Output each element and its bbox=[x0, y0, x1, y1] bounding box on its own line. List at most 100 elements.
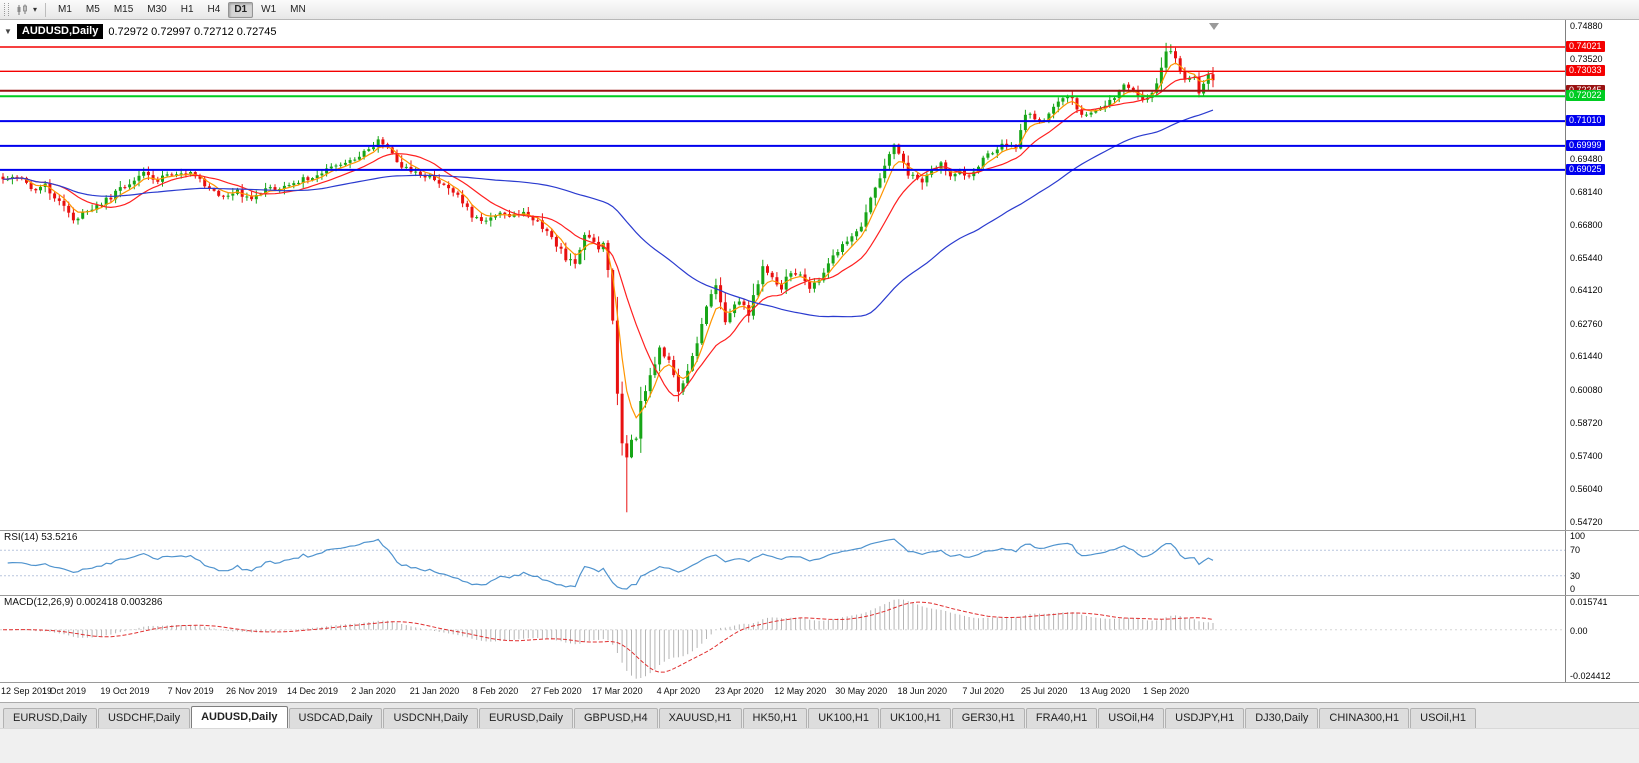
time-axis-label: 23 Apr 2020 bbox=[715, 686, 764, 696]
pane-separator[interactable] bbox=[0, 682, 1639, 683]
macd-axis[interactable]: 0.015741 0.00 -0.024412 bbox=[1565, 596, 1639, 682]
timeframe-button-m30[interactable]: M30 bbox=[147, 3, 167, 15]
status-strip bbox=[0, 728, 1639, 763]
time-axis-label: 26 Nov 2019 bbox=[226, 686, 278, 696]
price-level-label: 0.71010 bbox=[1566, 115, 1605, 126]
time-axis-label: 25 Jul 2020 bbox=[1020, 686, 1068, 696]
time-axis-label: 12 Sep 2019 bbox=[1, 686, 53, 696]
time-axis-label: 14 Dec 2019 bbox=[287, 686, 339, 696]
rsi-pane[interactable]: RSI(14) 53.5216 bbox=[0, 531, 1565, 595]
price-axis-tick: 0.60080 bbox=[1570, 385, 1603, 395]
chart-tabs-bar: EURUSD,Daily USDCHF,Daily AUDUSD,Daily USDC… bbox=[0, 702, 1639, 728]
chart-tab[interactable]: AUDUSD,Daily bbox=[191, 706, 288, 728]
price-axis-tick: 0.65440 bbox=[1570, 253, 1603, 263]
price-axis-tick: 0.73520 bbox=[1570, 54, 1603, 64]
chart-tab[interactable]: USDCAD,Daily bbox=[288, 708, 383, 728]
chart-tab[interactable]: XAUUSD,H1 bbox=[658, 708, 742, 728]
time-axis-label: 12 May 2020 bbox=[774, 686, 827, 696]
rsi-axis-tick: 30 bbox=[1570, 571, 1581, 581]
price-axis-tick: 0.64120 bbox=[1570, 285, 1603, 295]
chart-tab[interactable]: GER30,H1 bbox=[951, 708, 1025, 728]
time-axis-label: 30 May 2020 bbox=[835, 686, 888, 696]
chart-tab[interactable]: UK100,H1 bbox=[808, 708, 879, 728]
price-axis-tick: 0.68140 bbox=[1570, 187, 1603, 197]
time-axis-label: 18 Jun 2020 bbox=[897, 686, 948, 696]
price-axis-tick: 0.57400 bbox=[1570, 451, 1603, 461]
time-axis-label: 19 Oct 2019 bbox=[100, 686, 150, 696]
price-axis-tick: 0.56040 bbox=[1570, 484, 1603, 494]
price-axis-tick: 0.62760 bbox=[1570, 319, 1603, 329]
price-level-label: 0.69999 bbox=[1566, 140, 1605, 151]
timeframe-button-h4[interactable]: H4 bbox=[207, 3, 221, 15]
pane-separator[interactable] bbox=[0, 595, 1639, 596]
timeframe-button-mn[interactable]: MN bbox=[290, 3, 306, 15]
price-level-label: 0.73033 bbox=[1566, 65, 1605, 76]
rsi-axis-tick: 70 bbox=[1570, 545, 1581, 555]
price-level-label: 0.74021 bbox=[1566, 41, 1605, 52]
timeframe-button-m1[interactable]: M1 bbox=[58, 3, 72, 15]
time-axis-label: 27 Feb 2020 bbox=[531, 686, 582, 696]
timeframe-button-m15[interactable]: M15 bbox=[113, 3, 134, 15]
rsi-axis-tick: 0 bbox=[1570, 584, 1576, 594]
time-axis-label: 1 Sep 2020 bbox=[1143, 686, 1190, 696]
chart-tab[interactable]: USDCHF,Daily bbox=[97, 708, 191, 728]
chart-ohlc-values: 0.72972 0.72997 0.72712 0.72745 bbox=[108, 25, 277, 38]
chart-tab[interactable]: USDCNH,Daily bbox=[383, 708, 479, 728]
price-axis[interactable]: 0.740210.730330.722450.720220.710100.699… bbox=[1565, 20, 1639, 530]
toolbar-divider bbox=[45, 2, 47, 17]
time-axis[interactable]: 12 Sep 2019 1 Oct 2019 19 Oct 2019 7 Nov 20… bbox=[0, 683, 1565, 702]
rsi-axis-tick: 100 bbox=[1570, 531, 1586, 541]
chart-tab[interactable]: CHINA300,H1 bbox=[1319, 708, 1410, 728]
time-axis-label: 8 Feb 2020 bbox=[472, 686, 519, 696]
chart-tab[interactable]: DJ30,Daily bbox=[1245, 708, 1319, 728]
macd-axis-tick: 0.00 bbox=[1570, 626, 1588, 636]
chart-symbol-title: AUDUSD,Daily bbox=[16, 24, 104, 39]
price-axis-tick: 0.69480 bbox=[1570, 154, 1603, 164]
price-axis-tick: 0.66800 bbox=[1570, 220, 1603, 230]
price-axis-tick: 0.54720 bbox=[1570, 517, 1603, 527]
price-pane[interactable]: ▼ AUDUSD,Daily 0.72972 0.72997 0.72712 0… bbox=[0, 20, 1565, 530]
price-axis-tick: 0.61440 bbox=[1570, 351, 1603, 361]
chart-tab[interactable]: FRA40,H1 bbox=[1025, 708, 1098, 728]
timeframe-button-m5[interactable]: M5 bbox=[85, 3, 100, 15]
chart-tab[interactable]: USDJPY,H1 bbox=[1165, 708, 1245, 728]
pane-separator[interactable] bbox=[0, 530, 1639, 531]
time-axis-label: 4 Apr 2020 bbox=[656, 686, 701, 696]
chart-tab[interactable]: EURUSD,Daily bbox=[3, 708, 97, 728]
price-axis-tick: 0.74880 bbox=[1570, 21, 1603, 31]
chart-shift-marker-icon bbox=[1209, 23, 1219, 30]
rsi-chart-canvas[interactable] bbox=[0, 531, 1565, 595]
chart-tab[interactable]: USOil,H1 bbox=[1410, 708, 1476, 728]
macd-axis-tick: -0.024412 bbox=[1570, 671, 1611, 681]
price-chart-canvas[interactable] bbox=[0, 20, 1565, 530]
macd-chart-canvas[interactable] bbox=[0, 596, 1565, 682]
chart-tab[interactable]: EURUSD,Daily bbox=[479, 708, 573, 728]
chart-tab[interactable]: GBPUSD,H4 bbox=[574, 708, 658, 728]
chart-tab[interactable]: USOil,H4 bbox=[1098, 708, 1165, 728]
chart-tab[interactable]: UK100,H1 bbox=[879, 708, 951, 728]
toolbar-grip[interactable] bbox=[4, 3, 9, 16]
macd-axis-tick: 0.015741 bbox=[1570, 597, 1608, 607]
timeframe-button-d1[interactable]: D1 bbox=[228, 1, 254, 18]
time-axis-label: 13 Aug 2020 bbox=[1079, 686, 1131, 696]
price-axis-tick: 0.58720 bbox=[1570, 418, 1603, 428]
time-axis-label: 21 Jan 2020 bbox=[409, 686, 460, 696]
time-axis-label: 1 Oct 2019 bbox=[41, 686, 86, 696]
timeframe-button-w1[interactable]: W1 bbox=[261, 3, 277, 15]
axis-corner bbox=[1565, 683, 1639, 702]
timeframe-buttons-group: M1 M5 M15 M30 H1 H4 D1 W1 MN bbox=[51, 1, 313, 18]
dropdown-caret-icon[interactable]: ▾ bbox=[33, 5, 38, 14]
time-axis-label: 2 Jan 2020 bbox=[351, 686, 396, 696]
one-click-trading-arrow-icon[interactable]: ▼ bbox=[4, 27, 12, 36]
chart-tab[interactable]: HK50,H1 bbox=[742, 708, 808, 728]
chart-ohlc-overlay: ▼ AUDUSD,Daily 0.72972 0.72997 0.72712 0… bbox=[4, 24, 277, 39]
time-axis-label: 7 Jul 2020 bbox=[962, 686, 1004, 696]
macd-label: MACD(12,26,9) 0.002418 0.003286 bbox=[4, 597, 163, 608]
timeframe-button-h1[interactable]: H1 bbox=[180, 3, 194, 15]
price-level-label: 0.72022 bbox=[1566, 90, 1605, 101]
timeframe-toolbar: ▾ M1 M5 M15 M30 H1 H4 D1 W1 MN bbox=[0, 0, 1639, 20]
macd-pane[interactable]: MACD(12,26,9) 0.002418 0.003286 bbox=[0, 596, 1565, 682]
chart-type-icon[interactable] bbox=[16, 4, 30, 16]
rsi-axis[interactable]: 100 70 30 0 bbox=[1565, 531, 1639, 595]
time-axis-label: 7 Nov 2019 bbox=[167, 686, 214, 696]
